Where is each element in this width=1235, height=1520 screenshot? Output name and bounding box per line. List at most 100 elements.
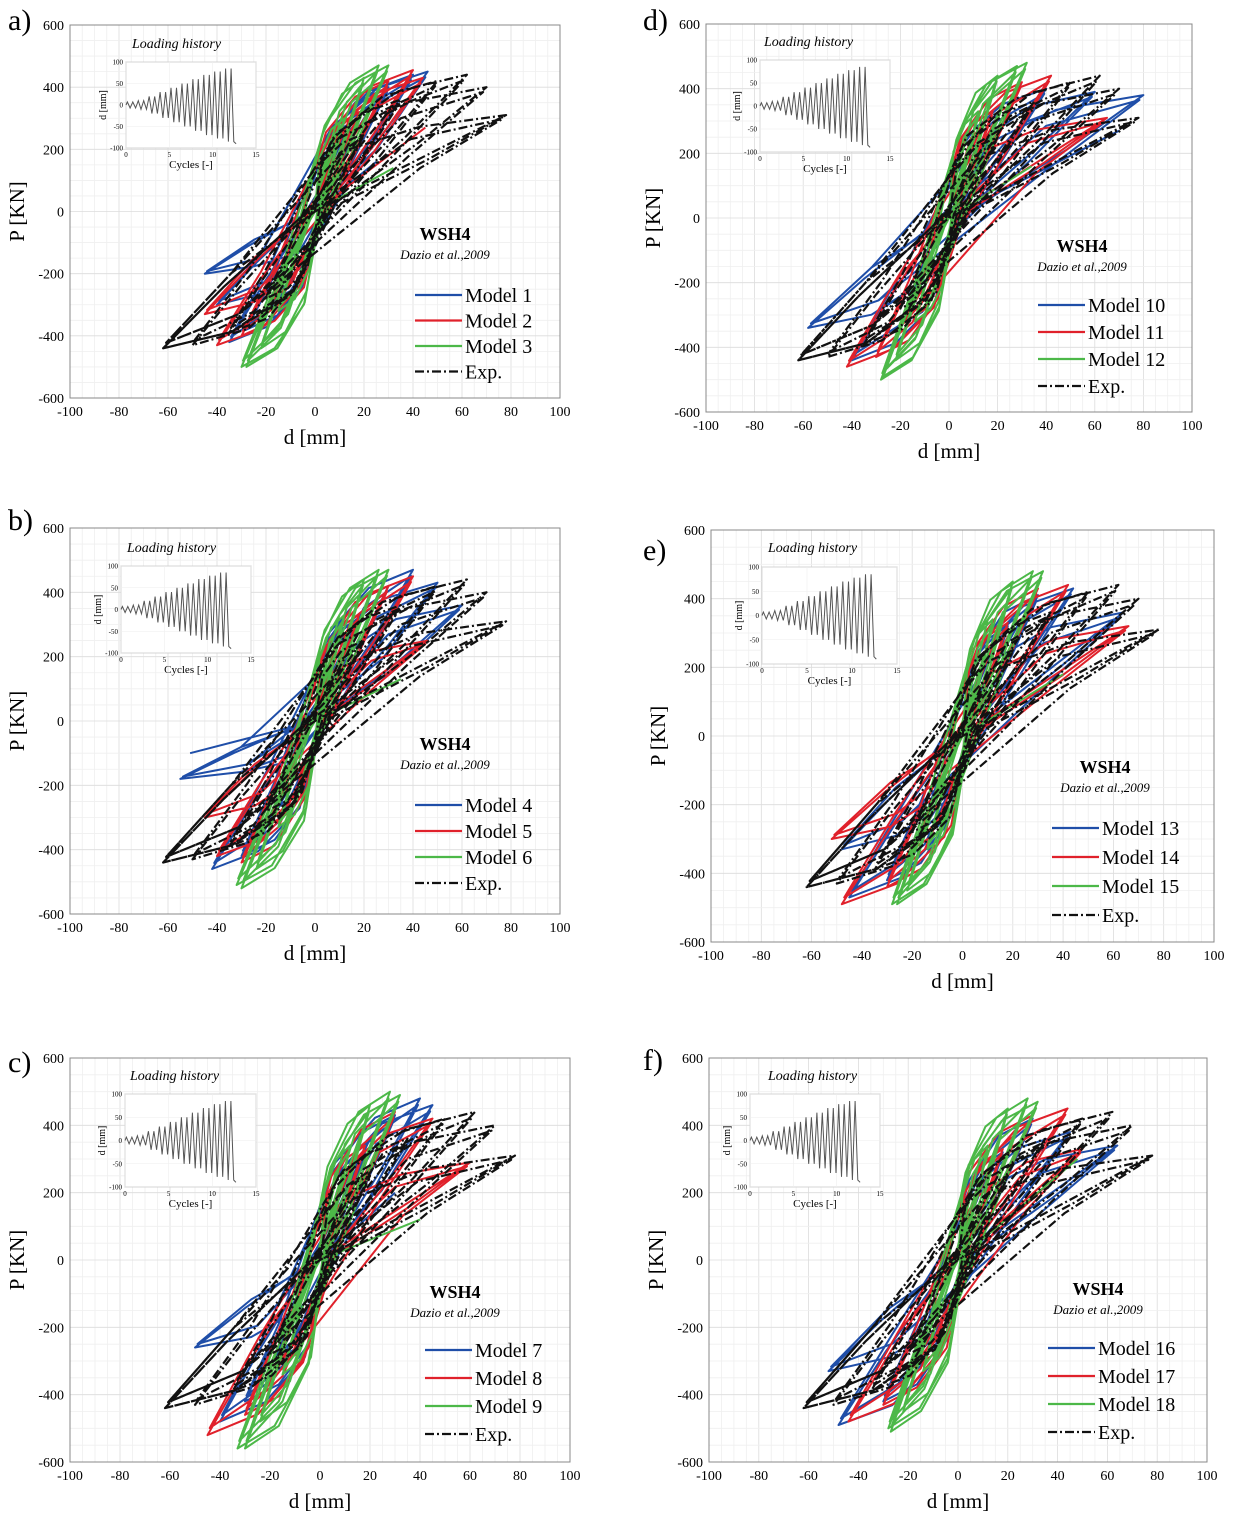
x-axis-label: d [mm] (927, 1489, 989, 1513)
x-tick-label: 60 (455, 405, 469, 420)
inset-y-tick: -100 (746, 661, 759, 669)
inset-signal-line (749, 1100, 861, 1183)
x-tick-label: -40 (211, 1469, 230, 1484)
inset-x-label: Cycles [-] (808, 675, 852, 687)
series-group (163, 1090, 517, 1450)
inset-y-label: d [mm] (93, 595, 104, 625)
inset-x-tick: 15 (894, 667, 902, 675)
plot-frame (69, 527, 561, 915)
inset-x-label: Cycles [-] (803, 163, 847, 175)
y-tick-label: -600 (674, 406, 700, 421)
inset-y-tick: 0 (120, 102, 124, 110)
panel-label: d) (643, 4, 668, 37)
x-tick-label: -60 (799, 1469, 818, 1484)
x-tick-label: 40 (1039, 419, 1053, 434)
x-tick-label: 0 (312, 921, 319, 936)
series-line-exp- (805, 583, 1160, 889)
inset-title: Loading history (129, 1069, 220, 1084)
inset-x-tick: 15 (887, 155, 895, 163)
y-tick-label: 600 (684, 524, 705, 539)
chart-title: WSH4 (419, 734, 470, 754)
inset-title: Loading history (763, 35, 854, 50)
y-tick-label: -200 (679, 799, 705, 814)
inset-loading-history: Loading history 0 5 10 15 -100 -50 0 50 100 Cycles… (732, 35, 894, 175)
x-tick-label: -80 (110, 921, 129, 936)
y-axis-label: P [KN] (646, 706, 670, 766)
x-tick-label: -100 (57, 405, 83, 420)
inset-y-tick: -100 (734, 1184, 747, 1192)
x-axis-label: d [mm] (289, 1489, 351, 1513)
x-tick-label: 0 (946, 419, 953, 434)
x-axis-label: d [mm] (284, 941, 346, 965)
legend: Model 7 Model 8 Model 9 Exp. (425, 1340, 542, 1446)
chart-title: WSH4 (1056, 236, 1107, 256)
x-tick-label: 20 (1006, 949, 1020, 964)
inset-y-tick: 100 (737, 1091, 748, 1099)
chart-subtitle: Dazio et al.,2009 (1036, 259, 1127, 274)
inset-y-tick: -50 (109, 628, 119, 636)
x-tick-label: 80 (504, 405, 518, 420)
x-tick-label: 20 (357, 405, 371, 420)
y-tick-label: 0 (693, 212, 700, 227)
inset-x-tick: 5 (167, 1190, 171, 1198)
inset-y-tick: 50 (116, 80, 124, 88)
series-line-exp- (162, 578, 508, 864)
inset-x-tick: 5 (802, 155, 806, 163)
x-tick-label: 0 (317, 1469, 324, 1484)
inset-x-label: Cycles [-] (169, 1198, 213, 1210)
inset-x-tick: 0 (748, 1190, 752, 1198)
plot-frame (69, 24, 561, 399)
x-tick-label: -60 (794, 419, 813, 434)
legend-label: Model 5 (465, 821, 532, 843)
x-tick-label: -20 (257, 405, 276, 420)
x-tick-label: 100 (560, 1469, 581, 1484)
y-tick-label: -600 (38, 392, 64, 407)
y-tick-label: 400 (43, 1119, 64, 1134)
x-tick-label: 40 (1056, 949, 1070, 964)
x-tick-label: -100 (698, 949, 724, 964)
inset-x-label: Cycles [-] (793, 1198, 837, 1210)
inset-signal-line (759, 66, 871, 148)
x-axis-label: d [mm] (284, 425, 346, 449)
legend-label: Model 13 (1102, 818, 1179, 840)
x-tick-label: 60 (463, 1469, 477, 1484)
y-tick-label: 200 (682, 1187, 703, 1202)
legend: Model 16 Model 17 Model 18 Exp. (1048, 1338, 1175, 1444)
y-tick-label: -200 (38, 268, 64, 283)
x-axis-label: d [mm] (918, 439, 980, 463)
legend-label: Model 12 (1088, 349, 1165, 371)
legend-label: Model 3 (465, 336, 532, 358)
x-tick-label: 60 (1100, 1469, 1114, 1484)
y-tick-label: -400 (674, 341, 700, 356)
inset-x-tick: 10 (843, 155, 851, 163)
inset-x-tick: 5 (792, 1190, 796, 1198)
inset-y-tick: -50 (750, 636, 760, 644)
legend: Model 10 Model 11 Model 12 Exp. (1038, 295, 1165, 398)
inset-x-label: Cycles [-] (164, 664, 208, 676)
inset-x-tick: 15 (877, 1190, 885, 1198)
x-tick-label: 0 (312, 405, 319, 420)
chart-subtitle: Dazio et al.,2009 (399, 247, 490, 262)
y-tick-label: 200 (679, 147, 700, 162)
legend-label: Model 4 (465, 795, 532, 817)
inset-loading-history: Loading history 0 5 10 15 -100 -50 0 50 100 Cycles… (93, 541, 255, 676)
inset-y-tick: 50 (111, 584, 119, 592)
legend-label: Exp. (1088, 376, 1125, 398)
x-tick-label: 20 (363, 1469, 377, 1484)
chart-panel-d: d)-100 -80 -60 -40 -20 0 20 40 60 80 100-600-400-2… (641, 4, 1203, 463)
y-tick-label: -600 (38, 1456, 64, 1471)
y-tick-label: -400 (38, 330, 64, 345)
y-tick-label: -400 (38, 1389, 64, 1404)
y-tick-label: 0 (57, 1254, 64, 1269)
y-tick-label: 400 (682, 1119, 703, 1134)
inset-title: Loading history (126, 541, 217, 556)
inset-y-label: d [mm] (734, 601, 745, 631)
inset-y-tick: -50 (113, 1160, 123, 1168)
inset-x-tick: 5 (805, 667, 809, 675)
y-tick-label: 0 (696, 1254, 703, 1269)
y-tick-label: 600 (43, 19, 64, 34)
x-tick-label: -20 (899, 1469, 918, 1484)
y-tick-label: 200 (684, 661, 705, 676)
y-tick-label: -200 (38, 779, 64, 794)
x-tick-label: -80 (110, 405, 129, 420)
